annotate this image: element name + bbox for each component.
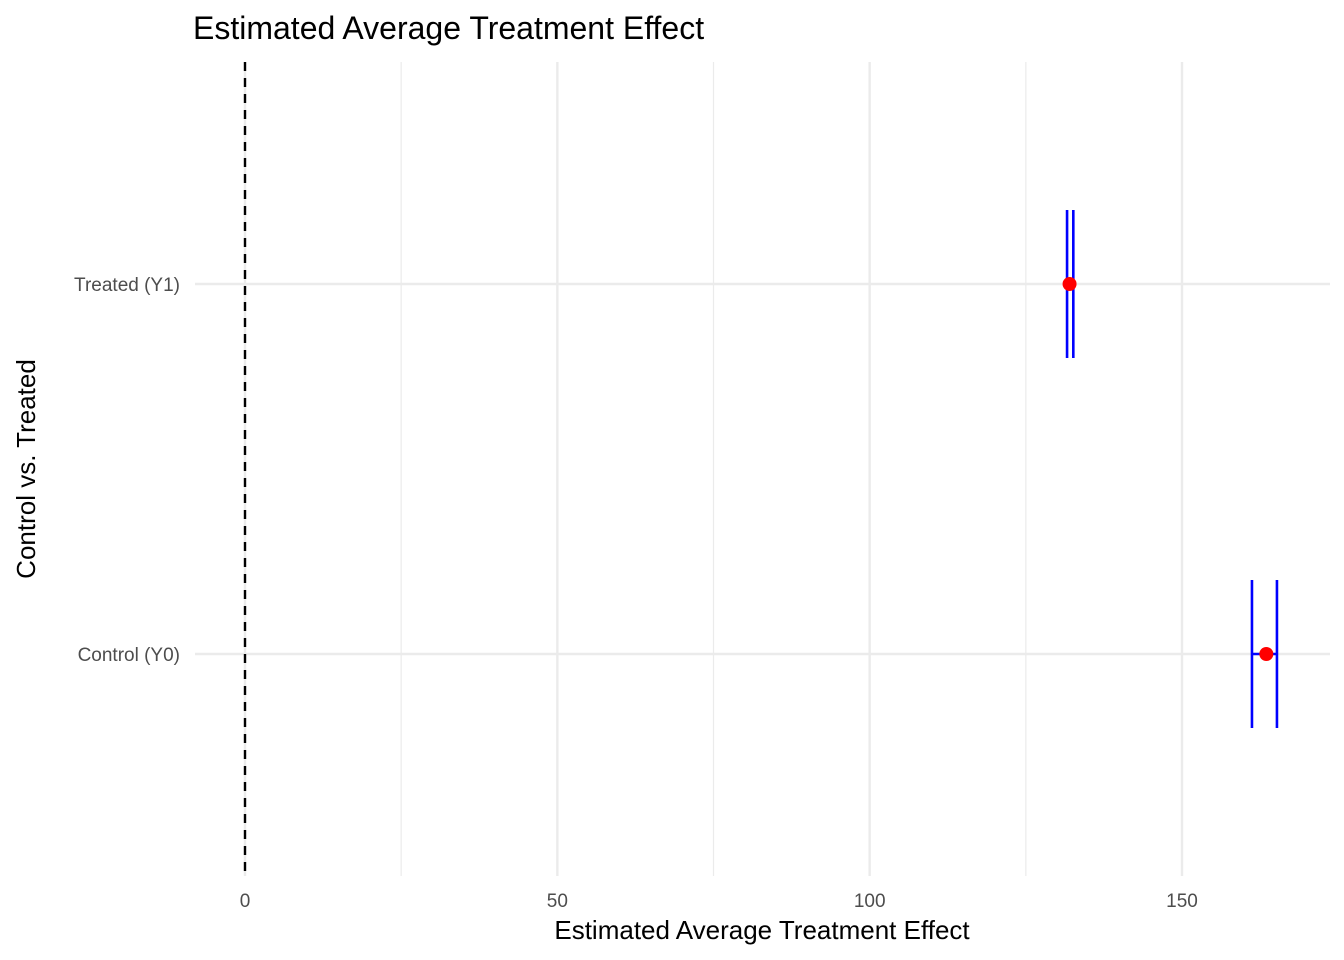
x-tick-labels: 0 50 100 150	[240, 891, 1198, 912]
y-axis-title: Control vs. Treated	[11, 359, 41, 579]
x-tick-label: 150	[1166, 891, 1198, 912]
x-axis-title: Estimated Average Treatment Effect	[554, 915, 970, 945]
x-tick-label: 50	[547, 891, 568, 912]
data-points	[1062, 277, 1274, 661]
chart-title: Estimated Average Treatment Effect	[193, 10, 704, 46]
y-tick-label: Treated (Y1)	[74, 275, 180, 296]
x-tick-label: 100	[854, 891, 886, 912]
y-tick-labels: Treated (Y1) Control (Y0)	[74, 275, 180, 666]
x-tick-label: 0	[240, 891, 251, 912]
data-point	[1062, 277, 1077, 291]
y-tick-label: Control (Y0)	[78, 645, 180, 666]
data-point	[1259, 647, 1274, 661]
grid-minor	[400, 62, 1027, 876]
